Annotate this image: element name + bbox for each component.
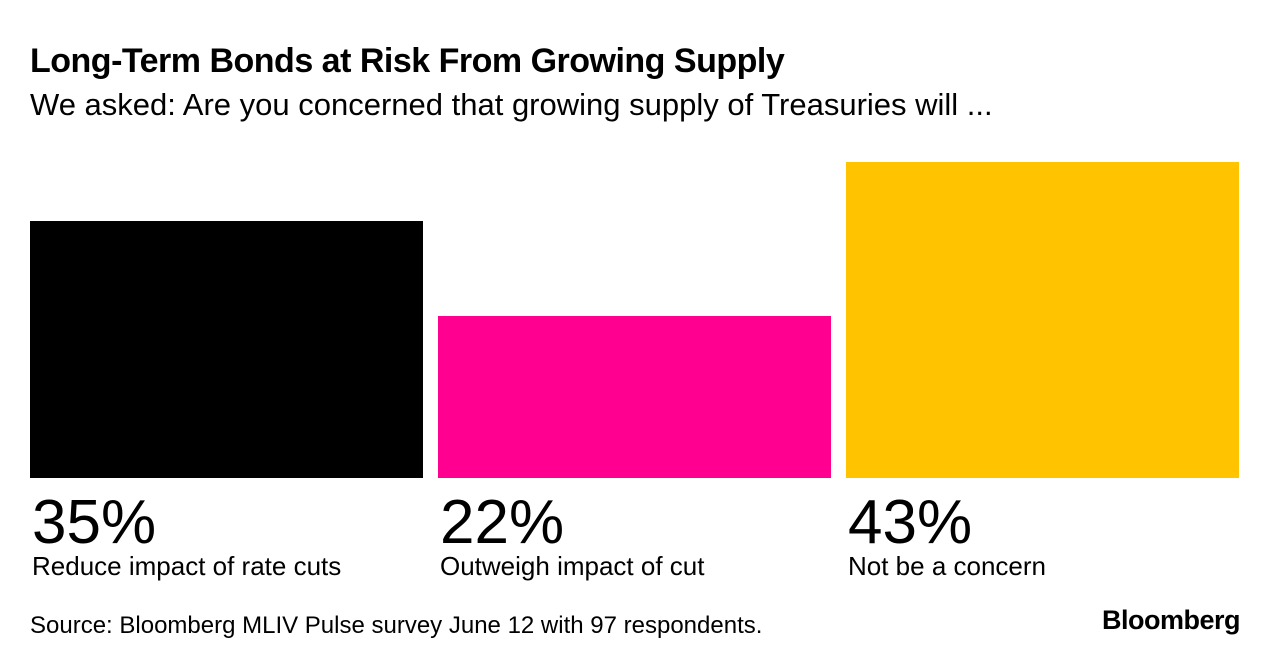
source-note: Source: Bloomberg MLIV Pulse survey June… [30, 612, 763, 639]
category-label-2: Outweigh impact of cut [440, 551, 705, 581]
category-label-1: Reduce impact of rate cuts [32, 551, 342, 581]
value-label-3: 43% [848, 488, 973, 557]
bloomberg-logo: Bloomberg [1101, 605, 1241, 635]
bar-2 [438, 316, 831, 478]
chart-title: Long-Term Bonds at Risk From Growing Sup… [30, 42, 785, 80]
value-label-1: 35% [32, 488, 157, 557]
category-label-3: Not be a concern [848, 551, 1047, 581]
bar-3 [846, 162, 1239, 478]
chart-subtitle: We asked: Are you concerned that growing… [30, 87, 993, 122]
value-label-2: 22% [440, 488, 565, 557]
bar-1 [30, 221, 423, 478]
